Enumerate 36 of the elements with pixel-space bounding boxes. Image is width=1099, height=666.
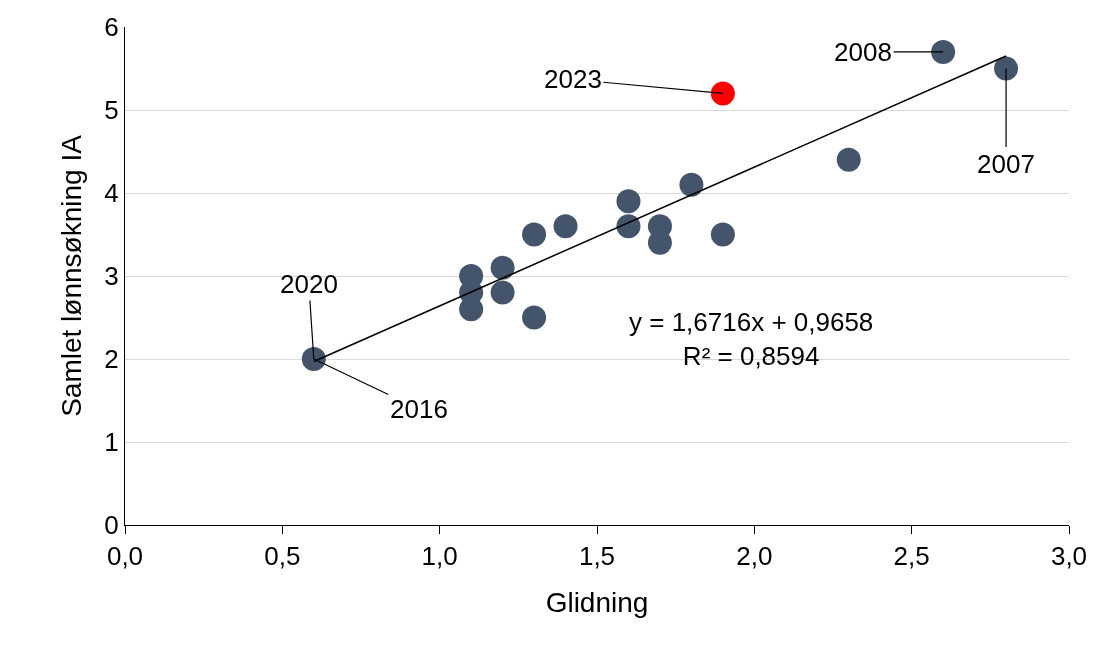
x-tick-label: 2,5 — [893, 541, 930, 572]
annotation: 2007 — [977, 149, 1035, 179]
x-tick-label: 3,0 — [1050, 541, 1088, 572]
point — [490, 280, 515, 305]
y-tick-label: 4 — [104, 178, 119, 209]
point — [679, 172, 704, 197]
x-tick-label: 1,0 — [421, 541, 458, 572]
annotation: y = 1,6716x + 0,9658 R² = 0,8594 — [629, 307, 874, 371]
annotation: 2008 — [834, 37, 892, 67]
point — [994, 56, 1019, 81]
annotation: 2020 — [280, 269, 338, 299]
point — [836, 147, 861, 172]
y-tick-label: 6 — [104, 12, 119, 43]
x-tick-label: 0,5 — [264, 541, 301, 572]
point — [931, 39, 956, 64]
y-axis-title: Samlet lønnsøkning IA — [56, 134, 88, 417]
point — [522, 305, 547, 330]
point — [522, 222, 547, 247]
x-tick-label: 0,0 — [106, 541, 144, 572]
y-tick-label: 5 — [104, 95, 119, 126]
point — [710, 222, 735, 247]
y-tick-label: 1 — [104, 427, 119, 458]
y-tick-label: 3 — [104, 261, 119, 292]
y-tick-label: 0 — [104, 510, 119, 541]
point — [616, 214, 641, 239]
x-axis-title: Glidning — [545, 587, 649, 619]
annotation: 2023 — [544, 64, 602, 94]
x-tick-label: 2,0 — [736, 541, 773, 572]
point — [553, 214, 578, 239]
x-tick-label: 1,5 — [578, 541, 616, 572]
point — [710, 81, 735, 106]
y-tick-label: 2 — [104, 344, 119, 375]
point — [490, 255, 515, 280]
point — [459, 297, 484, 322]
annotation: 2016 — [390, 394, 448, 424]
point — [616, 189, 641, 214]
